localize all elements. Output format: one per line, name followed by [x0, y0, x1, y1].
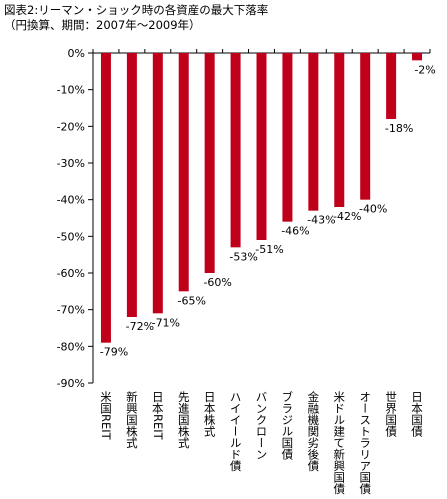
chart-subtitle: （円換算、期間：2007年～2009年） — [4, 18, 201, 32]
data-label: -43% — [307, 214, 335, 227]
bar — [100, 53, 111, 343]
bar — [230, 53, 241, 248]
category-label: 金融機関劣後債 — [306, 390, 320, 472]
bar-layer — [100, 53, 423, 343]
bar — [204, 53, 215, 273]
bar — [178, 53, 189, 292]
bar — [256, 53, 267, 240]
bar — [360, 53, 371, 200]
y-tick-label: -90% — [57, 377, 85, 390]
category-label: オーストラリア国債 — [358, 391, 372, 495]
data-label: -60% — [203, 276, 231, 289]
axis-layer: 0% -10% -20% -30% -40% -50% -60% -70% -80% -90% — [57, 47, 431, 390]
y-tick-label: -60% — [57, 267, 85, 280]
bar — [308, 53, 319, 211]
data-label: -51% — [255, 243, 283, 256]
category-label: 米国REIT — [99, 391, 113, 441]
data-label-layer: -79% -72%-71% -65% -60% -53%-51% -46%-43%-42%… — [100, 63, 436, 358]
y-tick-label: -80% — [57, 340, 85, 353]
category-label: 日本株式 — [203, 391, 217, 437]
category-label-layer: 米国REIT 新興国株式 日本REIT 先進国株式 日本株式 ハイイールド債 バンクローンブ… — [99, 390, 424, 495]
bar — [412, 53, 423, 61]
y-tick-label: -40% — [57, 194, 85, 207]
y-tick-label: -10% — [57, 84, 85, 97]
bar — [282, 53, 293, 222]
data-label: -72% — [126, 320, 154, 333]
data-label: -46% — [281, 225, 309, 238]
category-label: 先進国株式 — [177, 391, 191, 449]
category-label: ハイイールド債 — [229, 391, 243, 472]
bar — [334, 53, 345, 207]
bar — [386, 53, 397, 119]
bar — [126, 53, 137, 317]
data-label: -2% — [414, 63, 435, 76]
data-label: -18% — [385, 122, 413, 135]
data-label: -53% — [229, 250, 257, 263]
data-label: -40% — [359, 203, 387, 216]
category-label: 日本国債 — [410, 391, 424, 438]
category-label: 日本REIT — [151, 391, 165, 441]
bar — [152, 53, 163, 314]
category-label: 新興国株式 — [125, 390, 139, 448]
data-label: -79% — [100, 346, 128, 359]
y-tick-label: -50% — [57, 230, 85, 243]
data-label: -71% — [152, 316, 180, 329]
category-label: 米ドル建て新興国債 — [332, 391, 346, 495]
y-tick-label: 0% — [68, 47, 85, 60]
category-label: ブラジル国債 — [280, 390, 294, 461]
category-label: バンクローン — [255, 391, 269, 460]
y-tick-label: -70% — [57, 304, 85, 317]
data-label: -42% — [333, 210, 361, 223]
y-tick-label: -30% — [57, 157, 85, 170]
category-label: 世界国債 — [384, 391, 398, 438]
y-tick-label: -20% — [57, 120, 85, 133]
chart-title: 図表2:リーマン・ショック時の各資産の最大下落率 — [4, 3, 269, 17]
data-label: -65% — [178, 294, 206, 307]
